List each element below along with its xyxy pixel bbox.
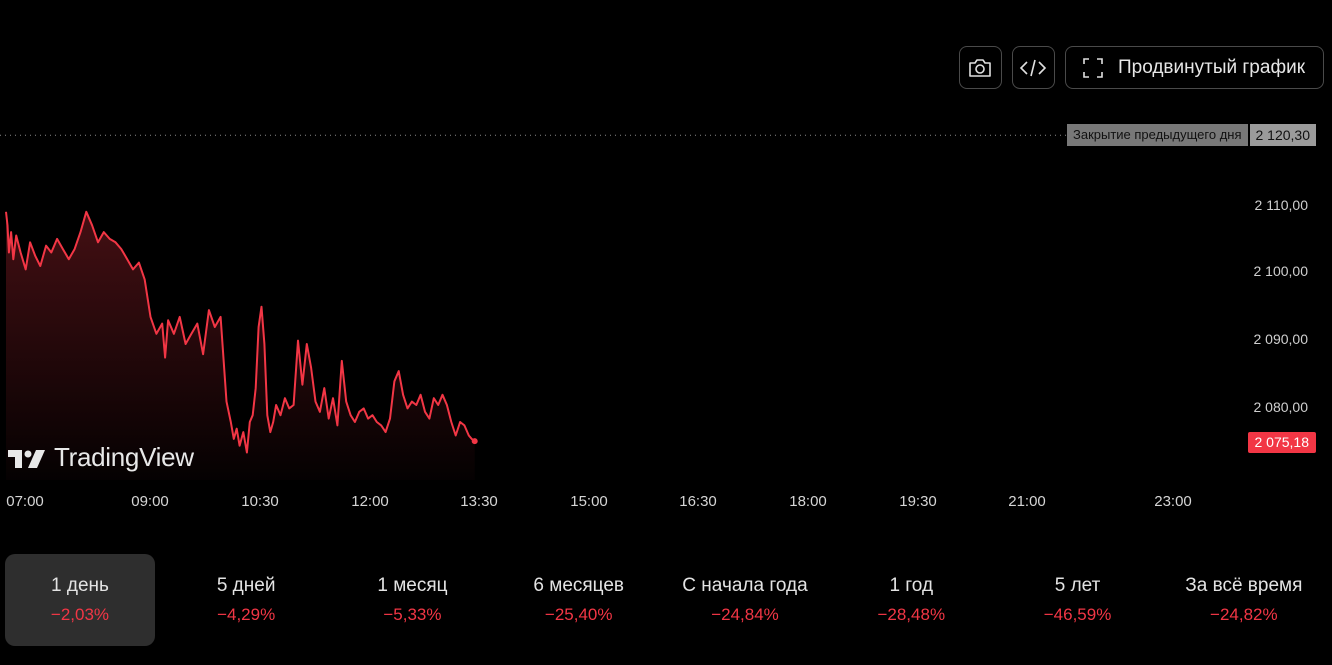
x-tick-label: 16:30 [679, 493, 717, 510]
x-tick-label: 13:30 [460, 493, 498, 510]
screenshot-button[interactable] [958, 46, 1002, 89]
range-label: 6 месяцев [533, 575, 624, 596]
range-all-time[interactable]: За всё время −24,82% [1161, 554, 1327, 646]
range-label: За всё время [1185, 575, 1303, 596]
last-price-point [471, 438, 478, 445]
y-tick-label: 2 110,00 [1254, 197, 1308, 213]
code-icon [1020, 59, 1047, 76]
tradingview-watermark: TradingView [8, 442, 194, 473]
range-label: С начала года [682, 575, 808, 596]
range-5-years[interactable]: 5 лет −46,59% [994, 554, 1160, 646]
previous-close-label: Закрытие предыдущего дня [1066, 124, 1248, 146]
y-tick-label: 2 100,00 [1253, 263, 1309, 279]
x-tick-label: 19:30 [899, 493, 937, 510]
range-change: −2,03% [50, 605, 110, 624]
advanced-chart-button[interactable]: Продвинутый график [1064, 46, 1324, 89]
embed-code-button[interactable] [1011, 46, 1055, 89]
x-tick-label: 12:00 [351, 493, 389, 510]
range-change: −24,82% [1210, 605, 1278, 624]
x-tick-label: 21:00 [1008, 493, 1046, 510]
range-5-days[interactable]: 5 дней −4,29% [163, 554, 329, 646]
range-6-months[interactable]: 6 месяцев −25,40% [496, 554, 662, 646]
y-tick-label: 2 080,00 [1253, 399, 1309, 415]
range-change: −5,33% [383, 605, 442, 624]
range-change: −24,84% [711, 605, 779, 624]
range-1-year[interactable]: 1 год −28,48% [828, 554, 994, 646]
x-tick-label: 15:00 [570, 493, 608, 510]
range-label: 1 год [889, 575, 934, 596]
watermark-text: TradingView [54, 442, 194, 472]
fullscreen-icon [1083, 57, 1103, 78]
x-tick-label: 09:00 [131, 493, 169, 510]
range-change: −25,40% [544, 605, 613, 624]
chart-toolbar: Продвинутый график [958, 46, 1324, 89]
range-change: −4,29% [217, 605, 276, 624]
price-area-fill [6, 211, 475, 481]
range-1-day[interactable]: 1 день −2,03% [5, 554, 155, 646]
range-change: −28,48% [877, 605, 946, 624]
camera-icon [969, 58, 992, 77]
range-ytd[interactable]: С начала года −24,84% [662, 554, 828, 646]
x-tick-label: 10:30 [241, 493, 279, 510]
price-chart[interactable] [0, 0, 1332, 520]
y-tick-label: 2 090,00 [1253, 331, 1309, 347]
range-selector: 1 день −2,03% 5 дней −4,29% 1 месяц −5,3… [5, 554, 1327, 646]
range-label: 1 день [51, 575, 109, 596]
advanced-chart-label: Продвинутый график [1117, 56, 1305, 78]
range-label: 5 дней [216, 575, 276, 596]
last-price-badge: 2 075,18 [1247, 432, 1316, 453]
x-tick-label: 23:00 [1154, 493, 1192, 510]
range-label: 5 лет [1054, 575, 1101, 596]
previous-close-value: 2 120,30 [1249, 124, 1316, 146]
range-change: −46,59% [1043, 605, 1112, 624]
tradingview-logo-icon [8, 449, 45, 468]
x-tick-label: 18:00 [789, 493, 827, 510]
previous-close-marker: Закрытие предыдущего дня 2 120,30 [1066, 124, 1316, 146]
range-label: 1 месяц [377, 575, 448, 596]
x-tick-label: 07:00 [6, 493, 44, 510]
price-line [5, 210, 476, 454]
range-1-month[interactable]: 1 месяц −5,33% [329, 554, 495, 646]
